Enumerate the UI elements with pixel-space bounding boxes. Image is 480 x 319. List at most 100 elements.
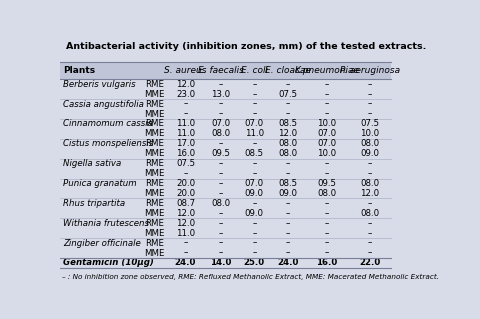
Text: P. aeruginosa: P. aeruginosa <box>340 66 400 75</box>
Text: 08.5: 08.5 <box>245 149 264 158</box>
Text: 09.5: 09.5 <box>211 149 230 158</box>
Text: –: – <box>325 229 329 238</box>
Text: 13.0: 13.0 <box>211 90 230 99</box>
Text: –: – <box>286 100 290 109</box>
Text: 09.5: 09.5 <box>317 179 336 188</box>
Text: 09.0: 09.0 <box>245 209 264 218</box>
Text: –: – <box>252 239 256 248</box>
Text: 07.0: 07.0 <box>211 120 230 129</box>
Text: MME: MME <box>144 249 165 257</box>
Text: Withania frutescens: Withania frutescens <box>63 219 149 228</box>
Text: 08.0: 08.0 <box>317 189 336 198</box>
Text: 12.0: 12.0 <box>176 80 195 89</box>
Text: RME: RME <box>145 219 164 228</box>
Text: –: – <box>183 249 188 257</box>
Text: –: – <box>368 169 372 178</box>
Text: 08.0: 08.0 <box>278 149 298 158</box>
Text: Cinnamomum cassia: Cinnamomum cassia <box>63 120 153 129</box>
Text: Berberis vulgaris: Berberis vulgaris <box>63 80 136 89</box>
Text: 08.0: 08.0 <box>360 139 379 148</box>
Text: 07.5: 07.5 <box>176 159 195 168</box>
Text: RME: RME <box>145 100 164 109</box>
Text: –: – <box>325 199 329 208</box>
Text: –: – <box>252 80 256 89</box>
Text: 11.0: 11.0 <box>245 130 264 138</box>
Text: 09.0: 09.0 <box>245 189 264 198</box>
Text: 09.0: 09.0 <box>278 189 297 198</box>
Text: 11.0: 11.0 <box>176 120 195 129</box>
Text: –: – <box>325 100 329 109</box>
Text: –: – <box>286 159 290 168</box>
Text: –: – <box>286 169 290 178</box>
Text: –: – <box>368 90 372 99</box>
Text: Cassia angustifolia: Cassia angustifolia <box>63 100 144 109</box>
Text: RME: RME <box>145 120 164 129</box>
Text: –: – <box>219 179 223 188</box>
Text: –: – <box>252 249 256 257</box>
Text: –: – <box>252 100 256 109</box>
Text: –: – <box>325 219 329 228</box>
Text: Gentamicin (10μg): Gentamicin (10μg) <box>63 258 154 267</box>
Text: 12.0: 12.0 <box>176 219 195 228</box>
Text: –: – <box>368 219 372 228</box>
Text: 25.0: 25.0 <box>244 258 265 267</box>
Text: –: – <box>252 139 256 148</box>
Text: –: – <box>219 169 223 178</box>
Text: Rhus tripartita: Rhus tripartita <box>63 199 125 208</box>
Text: RME: RME <box>145 199 164 208</box>
Text: 24.0: 24.0 <box>277 258 299 267</box>
Text: Zingiber officinale: Zingiber officinale <box>63 239 141 248</box>
Text: 16.0: 16.0 <box>316 258 337 267</box>
Text: –: – <box>286 229 290 238</box>
Text: –: – <box>368 199 372 208</box>
Text: 12.0: 12.0 <box>278 130 298 138</box>
Text: –: – <box>183 109 188 119</box>
Text: –: – <box>219 80 223 89</box>
Text: –: – <box>368 249 372 257</box>
Text: 12.0: 12.0 <box>176 209 195 218</box>
Text: 08.7: 08.7 <box>176 199 195 208</box>
Text: 17.0: 17.0 <box>176 139 195 148</box>
Text: –: – <box>252 169 256 178</box>
Text: –: – <box>252 109 256 119</box>
Text: –: – <box>286 199 290 208</box>
Text: –: – <box>219 189 223 198</box>
Text: 07.0: 07.0 <box>245 120 264 129</box>
Text: MME: MME <box>144 149 165 158</box>
Text: –: – <box>219 239 223 248</box>
Text: –: – <box>325 239 329 248</box>
Text: 20.0: 20.0 <box>176 189 195 198</box>
Text: MME: MME <box>144 90 165 99</box>
Text: –: – <box>325 90 329 99</box>
Text: MME: MME <box>144 130 165 138</box>
Text: –: – <box>368 109 372 119</box>
Text: 08.5: 08.5 <box>278 179 298 188</box>
Text: 16.0: 16.0 <box>176 149 195 158</box>
Text: –: – <box>219 249 223 257</box>
Text: RME: RME <box>145 139 164 148</box>
Text: 08.5: 08.5 <box>278 120 298 129</box>
Text: –: – <box>368 159 372 168</box>
Text: –: – <box>219 109 223 119</box>
Text: 11.0: 11.0 <box>176 229 195 238</box>
Text: 07.0: 07.0 <box>245 179 264 188</box>
Text: E. cloacae: E. cloacae <box>265 66 311 75</box>
Text: 09.0: 09.0 <box>360 149 379 158</box>
Text: –: – <box>286 109 290 119</box>
Text: –: – <box>219 139 223 148</box>
Text: MME: MME <box>144 229 165 238</box>
Text: MME: MME <box>144 109 165 119</box>
Text: E. faecalis: E. faecalis <box>198 66 244 75</box>
Text: MME: MME <box>144 209 165 218</box>
Text: 14.0: 14.0 <box>210 258 231 267</box>
Text: RME: RME <box>145 159 164 168</box>
Text: –: – <box>325 159 329 168</box>
Text: –: – <box>219 229 223 238</box>
Text: RME: RME <box>145 239 164 248</box>
Text: 10.0: 10.0 <box>360 130 379 138</box>
Text: K.pneumoniae: K.pneumoniae <box>294 66 360 75</box>
Text: Punica granatum: Punica granatum <box>63 179 137 188</box>
Text: –: – <box>286 249 290 257</box>
Text: RME: RME <box>145 80 164 89</box>
Text: –: – <box>368 100 372 109</box>
